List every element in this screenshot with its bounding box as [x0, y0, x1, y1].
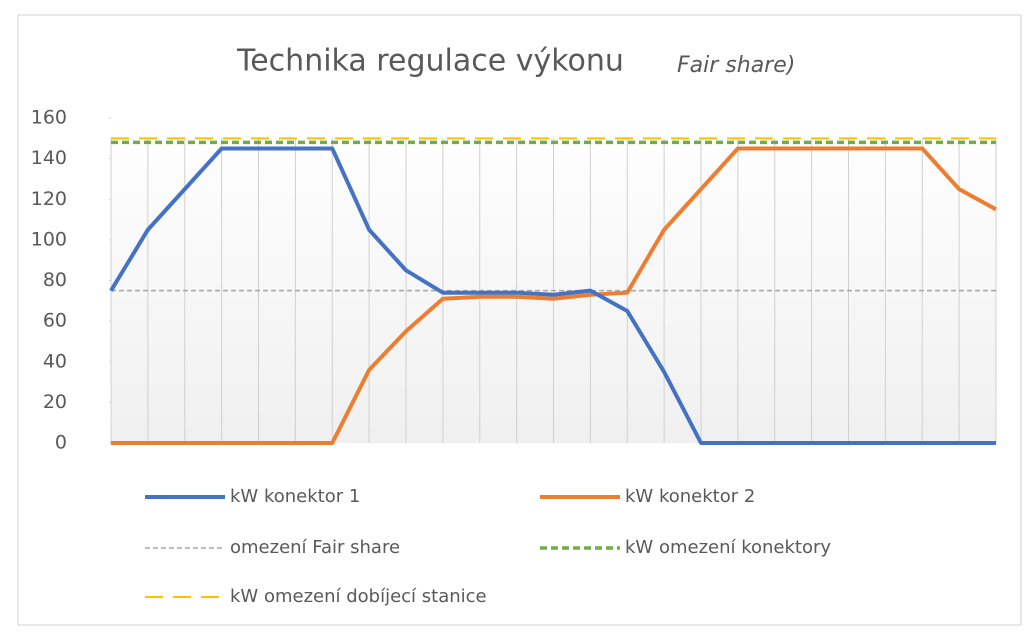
y-tick-label: 140 — [31, 147, 67, 169]
chart-title-suffix: Fair share) — [677, 53, 795, 78]
y-tick-label: 0 — [55, 432, 67, 454]
legend-label: kW konektor 2 — [625, 486, 755, 507]
y-tick-label: 100 — [31, 228, 67, 250]
chart-title: Technika regulace výkonu — [236, 44, 624, 79]
legend-label: kW konektor 1 — [230, 486, 360, 507]
y-tick-label: 20 — [43, 391, 67, 413]
legend-label: omezení Fair share — [230, 537, 400, 558]
legend-label: kW omezení dobíjecí stanice — [230, 586, 487, 607]
y-tick-label: 60 — [43, 310, 67, 332]
y-tick-label: 80 — [43, 269, 67, 291]
y-tick-label: 40 — [43, 350, 67, 372]
series-line — [109, 146, 996, 445]
legend-label: kW omezení konektory — [625, 537, 831, 558]
series-line — [111, 146, 997, 445]
y-tick-label: 160 — [31, 107, 67, 129]
y-tick-label: 120 — [31, 188, 67, 210]
